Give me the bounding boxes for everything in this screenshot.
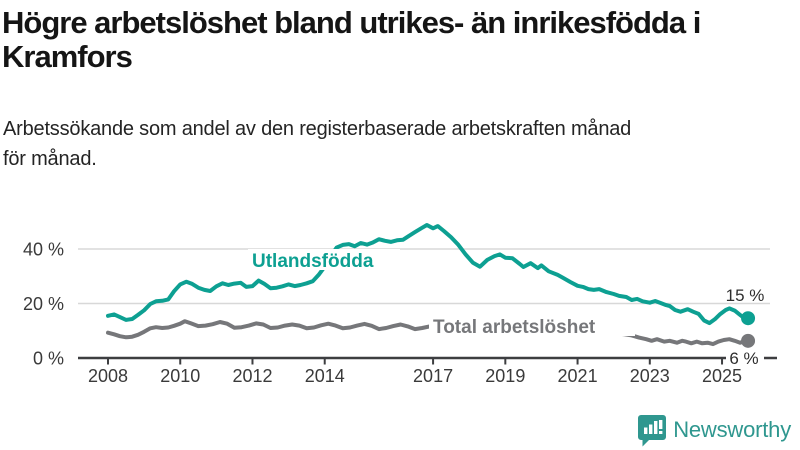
series-label-plate xyxy=(429,316,635,336)
newsworthy-logo-icon xyxy=(638,414,667,446)
series-line-total-arbetsloshet xyxy=(106,319,750,347)
chart-title: Högre arbetslöshet bland utrikes- än inr… xyxy=(2,6,798,74)
x-axis-tick-label: 2021 xyxy=(558,366,598,386)
series-label: Total arbetslöshet xyxy=(433,317,596,338)
x-axis-tick-label: 2025 xyxy=(702,366,742,386)
x-axis-tick-label: 2017 xyxy=(413,366,453,386)
series-end-dot xyxy=(741,333,756,348)
series-end-value-label: 15 % xyxy=(726,286,765,305)
series-end-value-label: 6 % xyxy=(729,349,758,368)
series-line-utlandsfodda xyxy=(106,223,750,326)
end-label-plate xyxy=(726,349,764,366)
chart-subtitle: Arbetssökande som andel av den registerb… xyxy=(3,114,793,174)
x-axis-tick-label: 2008 xyxy=(88,366,128,386)
logo-exclamation-bar xyxy=(659,419,663,429)
chart-title-line-1: Högre arbetslöshet bland utrikes- än inr… xyxy=(2,5,701,40)
series-end-dot xyxy=(741,311,756,326)
x-axis-tick-label: 2019 xyxy=(485,366,525,386)
newsworthy-logo-text: Newsworthy xyxy=(673,417,791,442)
x-axis-tick-label: 2010 xyxy=(160,366,200,386)
logo-exclamation-dot xyxy=(659,430,663,434)
logo-bar-3 xyxy=(654,420,658,434)
chart-subtitle-line-1: Arbetssökande som andel av den registerb… xyxy=(3,118,632,140)
x-axis-tick-label: 2012 xyxy=(232,366,272,386)
y-axis-tick-label: 40 % xyxy=(23,240,64,260)
series-label-plate xyxy=(248,249,400,270)
chart-subtitle-line-2: för månad. xyxy=(3,148,97,170)
logo-bar-1 xyxy=(644,427,648,434)
logo-bar-2 xyxy=(649,424,653,434)
y-axis-tick-label: 0 % xyxy=(33,349,64,369)
newsworthy-brand: Newsworthy xyxy=(638,414,791,446)
x-axis-tick-label: 2014 xyxy=(305,366,345,386)
chart-title-line-2: Kramfors xyxy=(2,39,133,74)
series-label: Utlandsfödda xyxy=(252,251,374,272)
y-axis-tick-label: 20 % xyxy=(23,294,64,314)
x-axis-tick-label: 2023 xyxy=(630,366,670,386)
